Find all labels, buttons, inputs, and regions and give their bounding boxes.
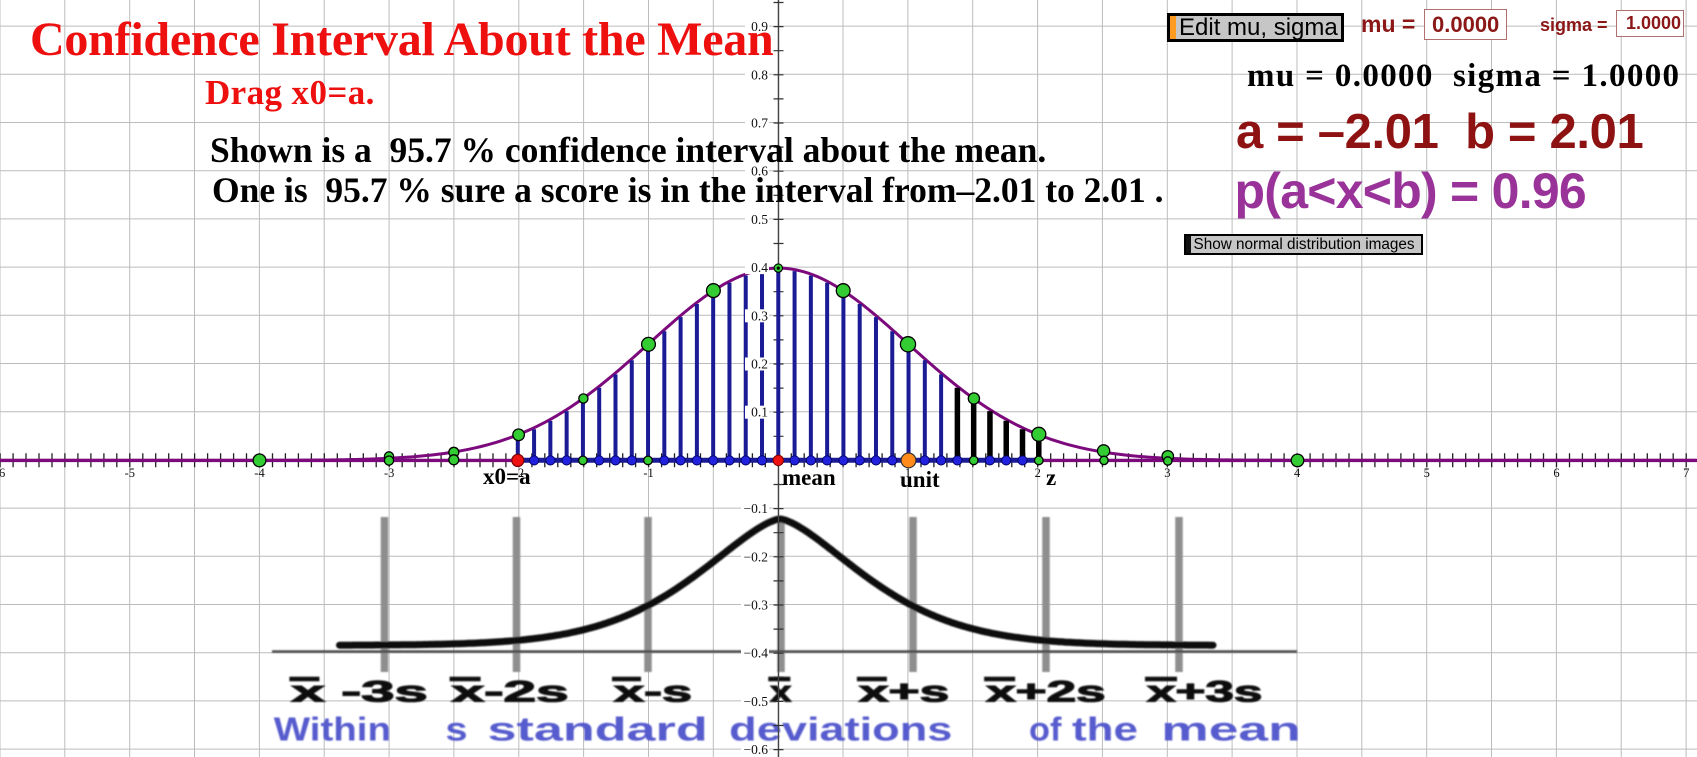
svg-text:-3: -3 — [384, 466, 394, 480]
svg-text:0.2: 0.2 — [751, 357, 768, 372]
svg-text:−0.2: −0.2 — [744, 549, 769, 564]
svg-text:0.7: 0.7 — [751, 116, 768, 131]
svg-text:6: 6 — [1553, 466, 1559, 480]
svg-text:standard: standard — [488, 712, 708, 749]
svg-text:1: 1 — [905, 466, 911, 480]
svg-text:5: 5 — [1424, 466, 1430, 480]
svg-text:Within: Within — [274, 712, 391, 749]
svg-text:0.1: 0.1 — [751, 405, 768, 420]
svg-text:-4: -4 — [254, 466, 265, 480]
svg-text:−0.5: −0.5 — [744, 694, 769, 709]
svg-text:deviations: deviations — [729, 712, 952, 749]
svg-text:2: 2 — [1035, 466, 1041, 480]
svg-text:0.4: 0.4 — [751, 260, 768, 275]
svg-text:-1: -1 — [643, 466, 653, 480]
svg-text:7: 7 — [1683, 466, 1689, 480]
svg-text:x-s: x-s — [614, 676, 692, 709]
svg-text:0.3: 0.3 — [751, 308, 768, 323]
svg-text:0.6: 0.6 — [751, 164, 768, 179]
svg-text:−0.1: −0.1 — [744, 501, 769, 516]
svg-text:3: 3 — [1164, 466, 1170, 480]
svg-text:-6: -6 — [0, 466, 5, 480]
svg-text:0.8: 0.8 — [751, 67, 768, 82]
svg-text:-5: -5 — [125, 466, 135, 480]
svg-text:−0.4: −0.4 — [744, 646, 769, 661]
svg-text:the: the — [1072, 712, 1138, 749]
svg-text:0.5: 0.5 — [751, 212, 768, 227]
svg-text:x+2s: x+2s — [986, 676, 1106, 709]
svg-text:of: of — [1029, 712, 1062, 749]
svg-text:x: x — [770, 676, 792, 709]
svg-text:−0.6: −0.6 — [744, 742, 769, 757]
svg-text:s: s — [445, 712, 467, 749]
svg-text:mean: mean — [1161, 712, 1300, 749]
svg-text:-2: -2 — [514, 466, 524, 480]
svg-text:−0.3: −0.3 — [744, 598, 769, 613]
svg-text:0.9: 0.9 — [751, 19, 768, 34]
svg-text:4: 4 — [1294, 466, 1301, 480]
